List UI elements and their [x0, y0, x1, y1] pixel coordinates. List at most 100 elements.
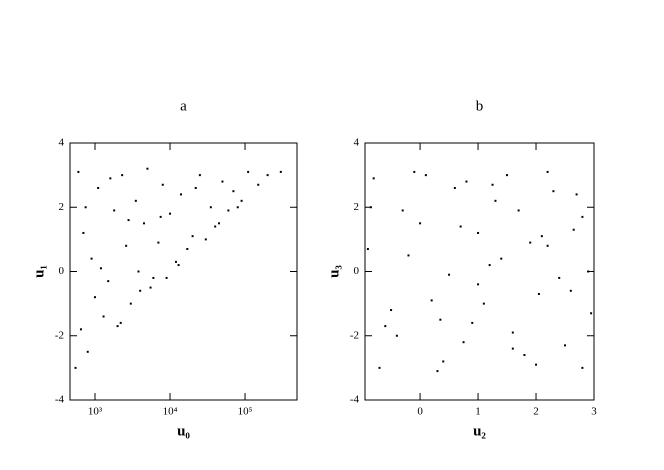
point: [113, 209, 116, 212]
point: [165, 276, 168, 279]
point: [546, 170, 549, 173]
point: [125, 244, 128, 247]
point: [511, 331, 514, 334]
y-tick-label: -2: [350, 329, 359, 341]
point: [129, 302, 132, 305]
y-tick-label: 0: [59, 265, 65, 277]
point: [558, 276, 561, 279]
point: [247, 170, 250, 173]
point: [221, 180, 224, 183]
point: [107, 280, 110, 283]
point: [121, 174, 124, 177]
point: [119, 321, 122, 324]
point: [257, 183, 260, 186]
x-axis-label: u₂: [473, 423, 486, 439]
x-tick-label: 10⁵: [238, 406, 253, 418]
plot-frame: [364, 142, 595, 401]
x-tick-label: 10³: [88, 406, 103, 418]
point: [90, 257, 93, 260]
y-tick-label: -2: [55, 329, 64, 341]
point: [152, 276, 155, 279]
y-tick-label: -4: [350, 394, 360, 406]
point: [540, 235, 543, 238]
point: [139, 289, 142, 292]
point: [369, 206, 372, 209]
point: [204, 238, 207, 241]
x-tick-label: 1: [475, 406, 481, 418]
y-axis-label: u₃: [326, 265, 342, 278]
point: [482, 302, 485, 305]
point: [477, 231, 480, 234]
point: [424, 174, 427, 177]
point: [99, 267, 102, 270]
y-tick-label: 4: [59, 137, 65, 149]
x-tick-label: 10⁴: [163, 406, 178, 418]
point: [194, 186, 197, 189]
point: [97, 186, 100, 189]
point: [279, 170, 282, 173]
point: [177, 264, 180, 267]
point: [191, 235, 194, 238]
point: [143, 222, 146, 225]
point: [401, 209, 404, 212]
point: [116, 325, 119, 328]
point: [209, 206, 212, 209]
point: [430, 299, 433, 302]
point: [157, 241, 160, 244]
point: [227, 209, 230, 212]
point: [488, 264, 491, 267]
point: [84, 206, 87, 209]
point: [436, 370, 439, 373]
point: [581, 366, 584, 369]
plot-frame: [69, 142, 298, 401]
point: [407, 254, 410, 257]
point: [448, 273, 451, 276]
point: [537, 292, 540, 295]
point: [506, 174, 509, 177]
point: [471, 321, 474, 324]
point: [169, 212, 172, 215]
point: [186, 248, 189, 251]
point: [161, 183, 164, 186]
point: [494, 199, 497, 202]
point: [517, 209, 520, 212]
point: [491, 183, 494, 186]
panel-title: a: [180, 98, 187, 114]
point: [395, 334, 398, 337]
point: [581, 215, 584, 218]
x-tick-label: 3: [591, 406, 597, 418]
point: [232, 190, 235, 193]
point: [102, 315, 105, 318]
panel-title: b: [476, 98, 484, 114]
y-tick-label: 2: [354, 201, 360, 213]
point: [552, 190, 555, 193]
point: [459, 225, 462, 228]
point: [564, 344, 567, 347]
point: [174, 260, 177, 263]
point: [240, 199, 243, 202]
point: [419, 222, 422, 225]
point: [546, 244, 549, 247]
point: [587, 270, 590, 273]
point: [442, 360, 445, 363]
point: [266, 174, 269, 177]
point: [413, 170, 416, 173]
point: [590, 312, 593, 315]
point: [462, 341, 465, 344]
point: [179, 193, 182, 196]
point: [372, 177, 375, 180]
point: [218, 222, 221, 225]
point: [198, 174, 201, 177]
point: [535, 363, 538, 366]
point: [79, 328, 82, 331]
point: [134, 199, 137, 202]
point: [214, 225, 217, 228]
point: [572, 228, 575, 231]
point: [384, 325, 387, 328]
point: [127, 219, 130, 222]
point: [74, 366, 77, 369]
point: [439, 318, 442, 321]
y-tick-label: 4: [354, 137, 360, 149]
point: [159, 215, 162, 218]
point: [137, 270, 140, 273]
